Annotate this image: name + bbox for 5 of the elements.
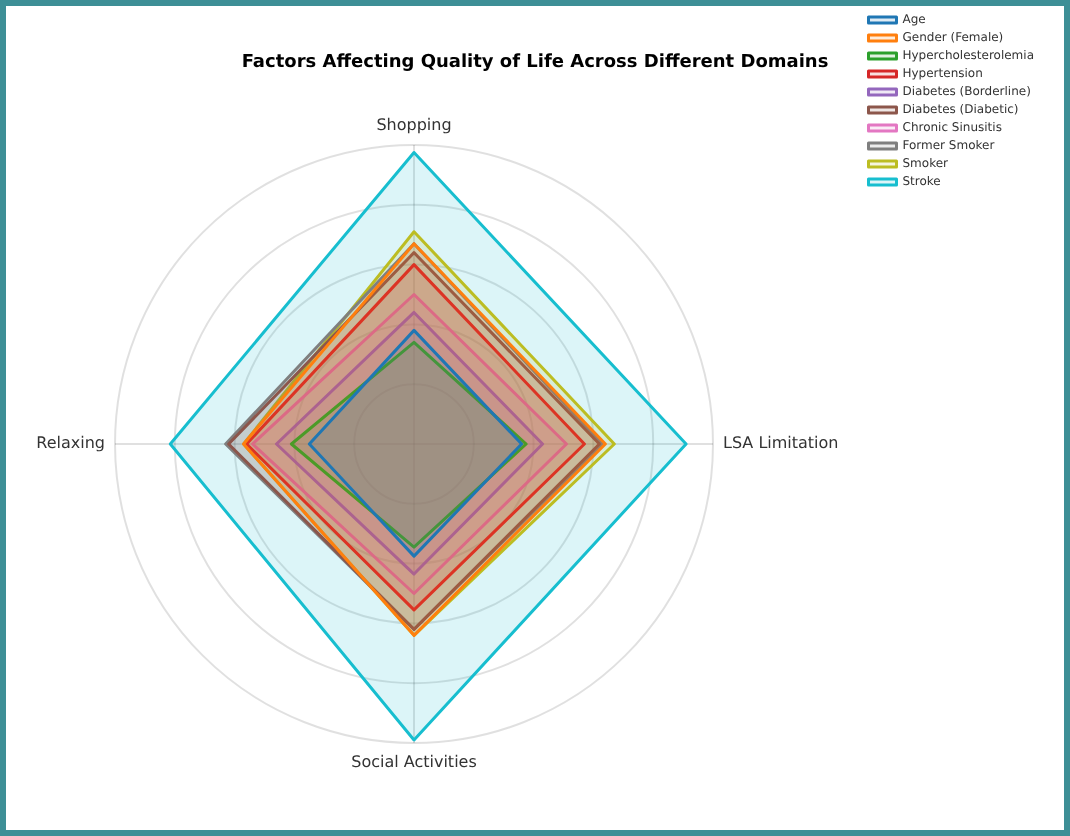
text: Factors Affecting Quality of Life Across Different Domains xyxy=(241,53,829,74)
spoke-label: Shopping xyxy=(376,115,452,134)
spoke-label: Relaxing xyxy=(36,434,106,453)
spoke-label: LSA Limitation xyxy=(722,434,839,453)
spoke-label: Social Activities xyxy=(351,752,477,771)
